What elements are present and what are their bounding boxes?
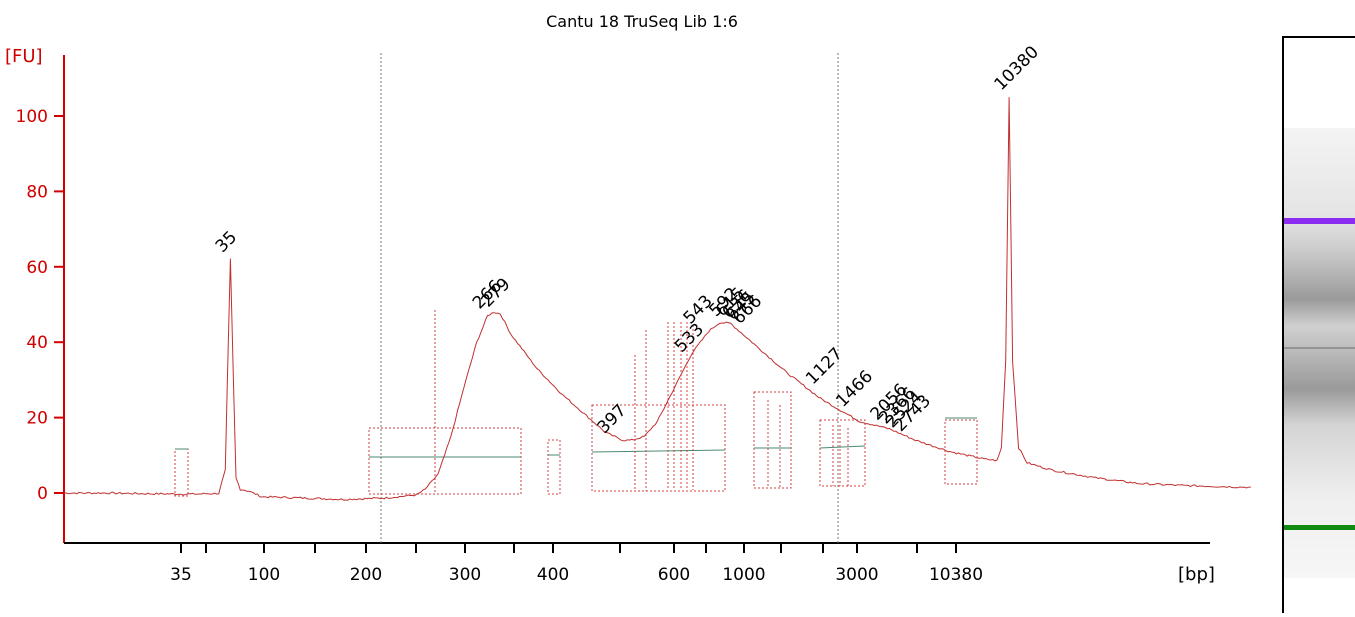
peak-regions xyxy=(174,391,978,497)
peak-label: 10380 xyxy=(991,42,1043,94)
upper-marker-band xyxy=(1284,218,1355,224)
peak-region xyxy=(591,404,726,492)
x-tick-label: 10380 xyxy=(929,565,983,585)
gel-lane xyxy=(1284,128,1355,578)
lower-marker-band xyxy=(1284,525,1355,530)
x-tick-label: 300 xyxy=(449,565,481,585)
peak-label: 1127 xyxy=(802,344,847,389)
peak-label: 1466 xyxy=(832,367,877,412)
peak-region xyxy=(547,439,561,495)
x-tick-label: 400 xyxy=(537,565,569,585)
y-tick-label: 0 xyxy=(37,484,48,504)
x-tick-label: 100 xyxy=(248,565,280,585)
peak-baseline xyxy=(819,445,866,449)
y-tick-label: 80 xyxy=(26,182,48,202)
peak-baseline xyxy=(591,449,726,453)
x-tick-label: 200 xyxy=(350,565,382,585)
peak-baselines xyxy=(175,417,977,458)
x-axis-label: [bp] xyxy=(1178,564,1215,585)
peak-region xyxy=(753,391,792,489)
electropherogram-trace xyxy=(63,97,1251,501)
x-ticks: 35 100 200 300 400 600 1000 3000 10380 xyxy=(170,543,983,585)
peak-label: 397 xyxy=(594,401,631,438)
x-tick-label: 35 xyxy=(170,565,192,585)
peak-dividers xyxy=(434,310,849,494)
peak-region xyxy=(368,427,522,495)
peak-region xyxy=(944,419,978,485)
peak-labels: 3526627939753354359261563664566611271466… xyxy=(212,42,1043,437)
peak-region xyxy=(819,419,866,487)
y-tick-label: 60 xyxy=(26,258,48,278)
y-tick-label: 20 xyxy=(26,409,48,429)
x-tick-label: 3000 xyxy=(835,565,878,585)
peak-region xyxy=(174,448,189,497)
x-tick-label: 600 xyxy=(658,565,690,585)
chart-title: Cantu 18 TruSeq Lib 1:6 xyxy=(546,12,738,31)
y-ticks: 0 20 40 60 80 100 xyxy=(16,107,64,504)
y-tick-label: 100 xyxy=(16,107,48,127)
gel-image-panel xyxy=(1282,36,1355,613)
x-tick-label: 1000 xyxy=(722,565,765,585)
y-axis-label: [FU] xyxy=(5,46,43,67)
peak-label: 35 xyxy=(212,227,241,256)
y-tick-label: 40 xyxy=(26,333,48,353)
